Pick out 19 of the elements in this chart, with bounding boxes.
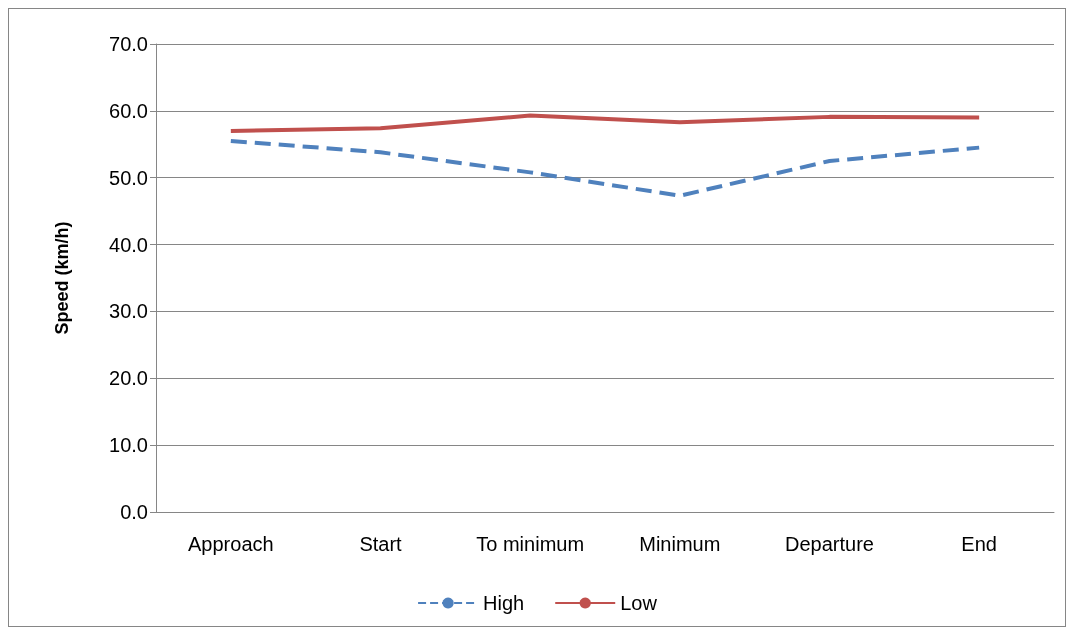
line-series [228, 138, 982, 198]
y-tick-label: 60.0 [109, 99, 148, 122]
y-tick-label: 40.0 [109, 233, 148, 256]
x-tick-label: Start [359, 533, 403, 555]
x-tick-label: Approach [188, 533, 274, 555]
y-tick-label: 0.0 [120, 501, 148, 523]
x-tick-label: To minimum [476, 533, 585, 555]
y-tick-label: 20.0 [109, 367, 148, 390]
x-tick-label: End [961, 533, 997, 555]
legend-label: Low [620, 592, 658, 614]
y-tick-label: 70.0 [109, 33, 148, 55]
y-tick-label: 50.0 [109, 166, 148, 189]
line-series [228, 113, 982, 133]
y-axis-title: Speed (km/h) [52, 221, 72, 335]
legend-label: High [483, 592, 525, 614]
x-tick-label: Minimum [639, 533, 721, 555]
x-tick-label: Departure [785, 533, 874, 555]
y-tick-label: 10.0 [109, 434, 148, 457]
y-tick-label: 30.0 [109, 300, 148, 323]
